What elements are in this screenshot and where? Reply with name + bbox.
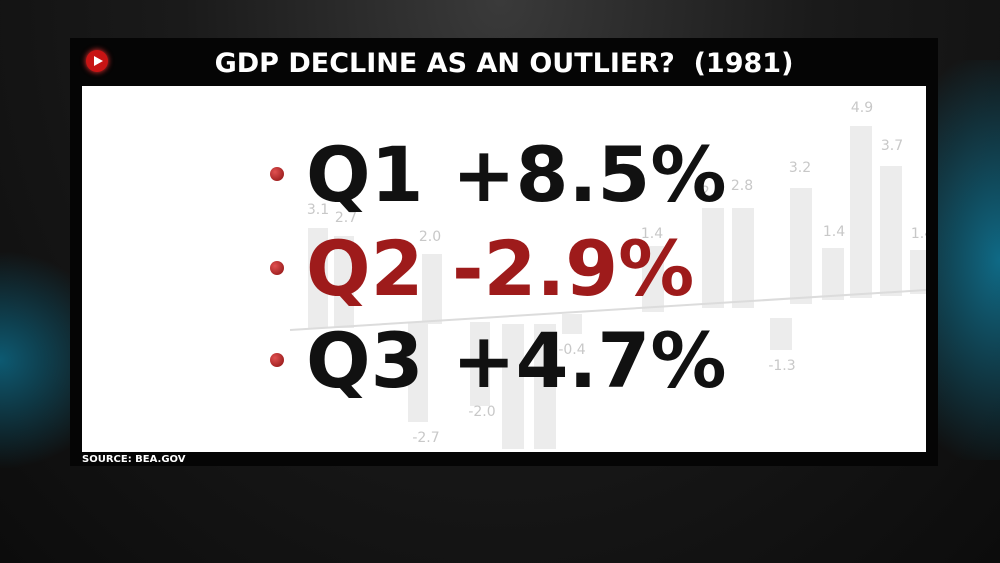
quarter-label: Q2 [306, 224, 424, 313]
item-list: Q1 +8.5% Q2 -2.9% Q3 +4.7% [82, 86, 926, 452]
background-label: 4.9 [851, 100, 873, 116]
content-panel: 3.1 2.7 2.0 -2.7 -2.0 -0.4 1.4 2.8 2.8 3.2 -1.3 1.4… [82, 86, 926, 452]
background-label: 2.7 [335, 210, 357, 226]
graphic-frame: GDP DECLINE AS AN OUTLIER? (1981) 3.1 2.7… [70, 38, 938, 466]
background-label: 3.1 [307, 202, 329, 218]
growth-value: +4.7% [452, 316, 727, 405]
bullet [270, 261, 284, 275]
growth-value: +8.5% [452, 130, 727, 219]
background-label: -2.7 [412, 430, 439, 446]
background-label: 3.7 [881, 138, 903, 154]
quarter-label: Q1 [306, 130, 424, 219]
growth-value: -2.9% [452, 224, 695, 313]
background-label: 1.4 [823, 224, 845, 240]
background-label: 1.4 [911, 226, 926, 242]
title: GDP DECLINE AS AN OUTLIER? (1981) [214, 48, 794, 79]
source: SOURCE: BEA.GOV [82, 454, 186, 465]
background-label: 3.2 [789, 160, 811, 176]
background-label: 2.8 [731, 178, 753, 194]
background-label: -1.3 [768, 358, 795, 374]
background-label: 2.8 [701, 184, 723, 200]
background-label: 1.4 [641, 226, 663, 242]
background-chart: 3.1 2.7 2.0 -2.7 -2.0 -0.4 1.4 2.8 2.8 3.2 -1.3 1.4… [289, 100, 926, 449]
background-label: -2.0 [468, 404, 495, 420]
background-label: -0.4 [558, 342, 585, 358]
bullet [270, 353, 284, 367]
logo-icon [86, 50, 108, 72]
background-label: 2.0 [419, 229, 441, 245]
header: GDP DECLINE AS AN OUTLIER? (1981) [70, 38, 938, 86]
quarter-label: Q3 [306, 316, 424, 405]
bullet [270, 167, 284, 181]
